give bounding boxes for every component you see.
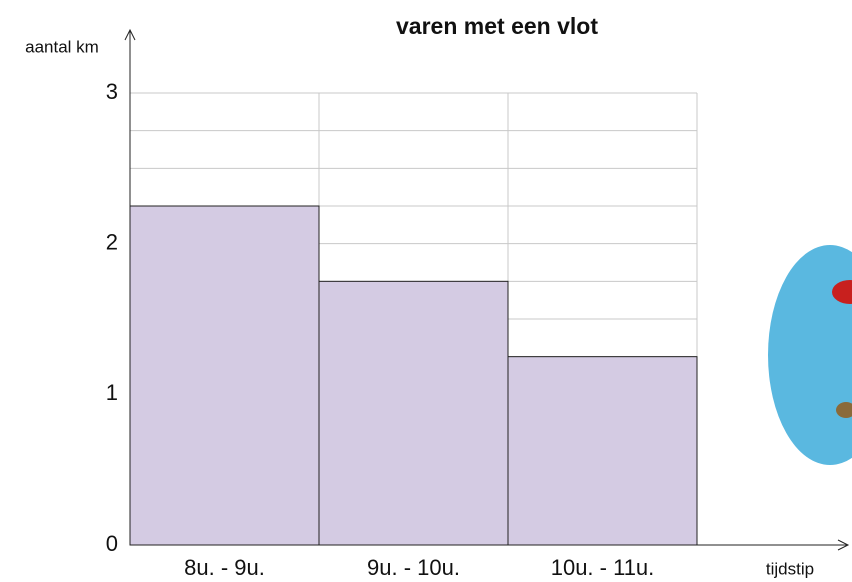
y-tick-label: 3 [106, 79, 118, 104]
bar [508, 357, 697, 545]
x-tick-label: 9u. - 10u. [367, 555, 460, 580]
y-tick-label: 0 [106, 531, 118, 556]
chart-title: varen met een vlot [396, 13, 598, 39]
bar [319, 281, 508, 545]
x-axis-label: tijdstip [766, 559, 814, 578]
bar [130, 206, 319, 545]
y-tick-label: 1 [106, 380, 118, 405]
decorative-raft-image [768, 245, 852, 465]
y-axis-label: aantal km [25, 37, 99, 56]
x-tick-label: 10u. - 11u. [551, 555, 655, 580]
x-tick-label: 8u. - 9u. [184, 555, 265, 580]
y-tick-label: 2 [106, 229, 118, 254]
chart: varen met een vlot aantal km tijdstip 0 1… [0, 0, 852, 582]
